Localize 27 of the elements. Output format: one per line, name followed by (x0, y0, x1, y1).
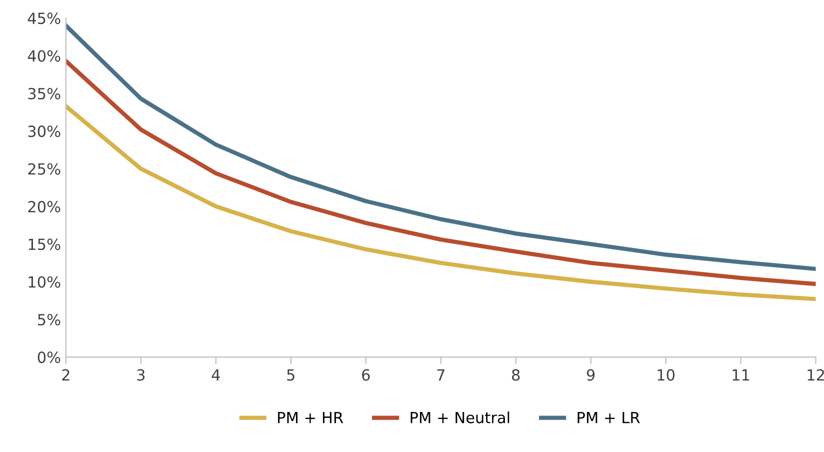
line-series (66, 104, 816, 302)
x-tick-label: 10 (658, 369, 674, 381)
y-tick-label: 45% (28, 12, 60, 24)
legend-label: PM + HR (278, 412, 344, 424)
y-tick-label: 5% (38, 314, 60, 326)
y-tick-label: 10% (28, 276, 60, 288)
x-tick-label: 3 (137, 369, 145, 381)
legend-label: PM + Neutral (410, 412, 510, 424)
line-series (66, 24, 816, 272)
x-tick-label: 8 (512, 369, 520, 381)
x-tick-label: 7 (437, 369, 444, 380)
x-tick-label: 4 (212, 369, 220, 380)
x-tick-label: 12 (808, 369, 824, 380)
y-tick-label: 35% (28, 88, 60, 100)
y-tick-label: 20% (28, 200, 60, 212)
y-tick-label: 15% (28, 238, 60, 250)
y-tick-label: 40% (28, 50, 60, 62)
y-tick-label: 30% (28, 126, 60, 138)
y-tick-label: 0% (38, 352, 60, 364)
x-tick-label: 5 (287, 369, 294, 381)
line-series (66, 58, 816, 286)
legend-label: PM + LR (578, 412, 640, 424)
x-tick-label: 11 (732, 369, 750, 380)
x-tick-label: 2 (62, 369, 70, 380)
x-tick-label: 9 (586, 369, 595, 381)
y-tick-label: 25% (28, 163, 60, 175)
x-tick-label: 6 (362, 369, 370, 381)
